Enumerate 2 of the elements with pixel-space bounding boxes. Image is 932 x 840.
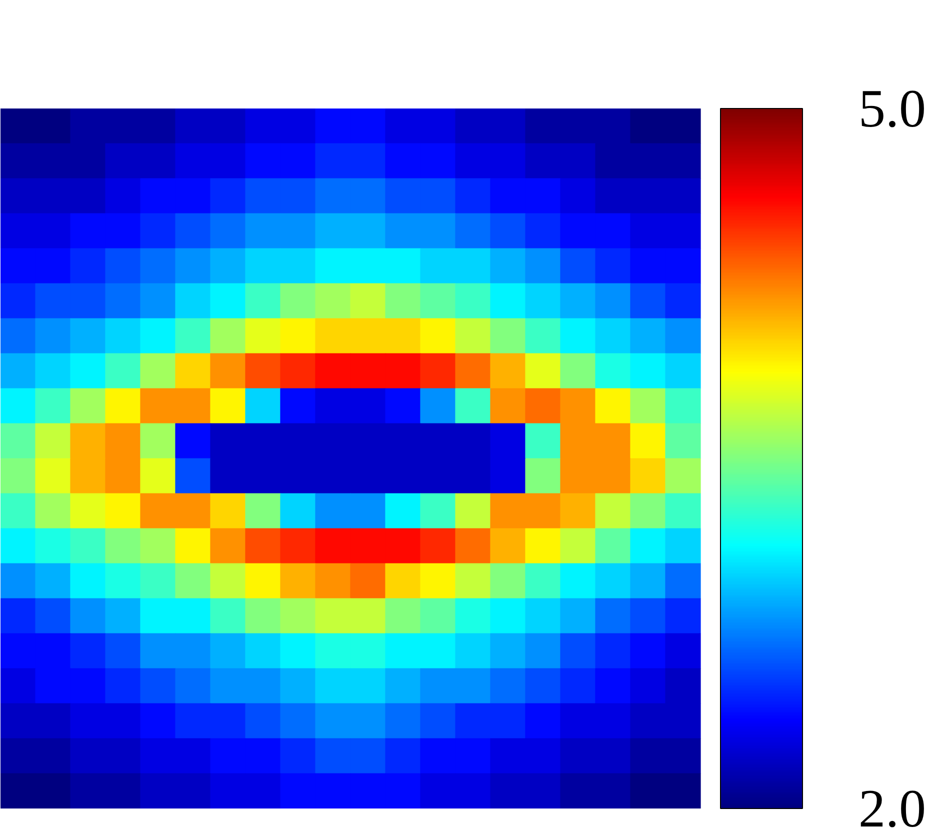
color-bar-label: 2.0 [858,778,926,838]
color-bar-label: 5.0 [858,78,926,138]
